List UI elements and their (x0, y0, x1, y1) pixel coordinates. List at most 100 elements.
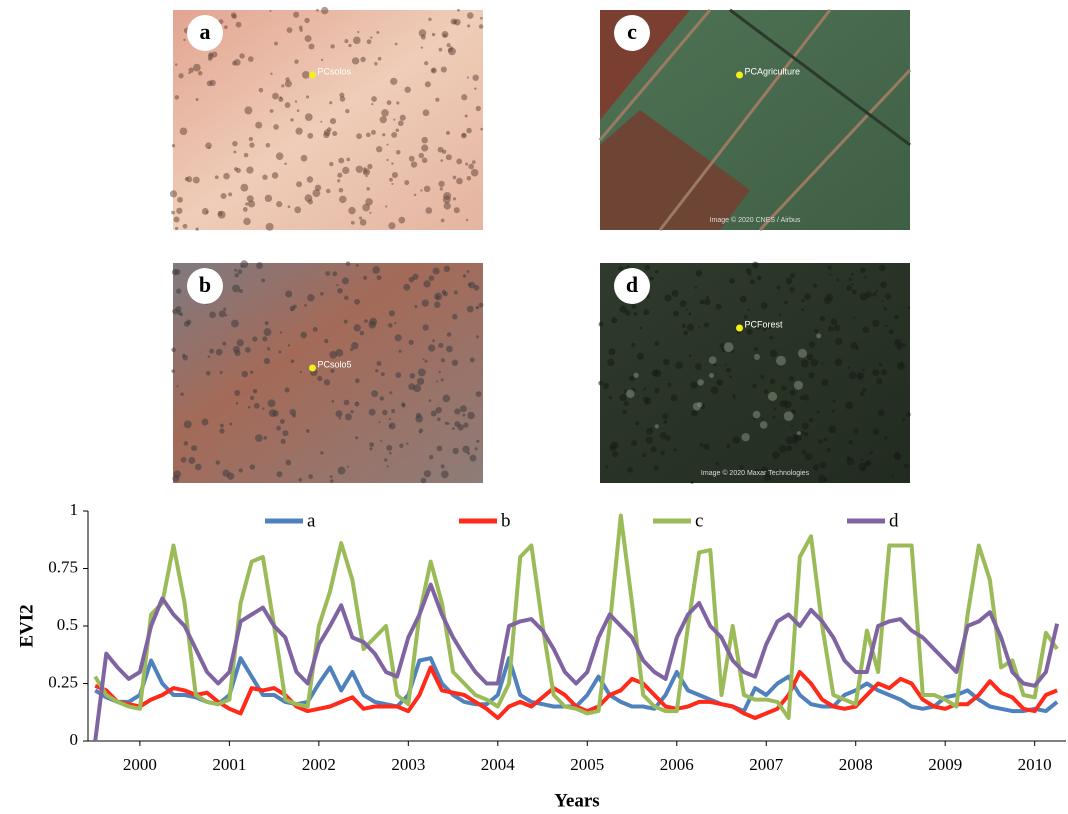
vegetation-speck (171, 211, 175, 215)
vegetation-speck (748, 273, 751, 276)
vegetation-speck (716, 379, 723, 386)
vegetation-speck (304, 304, 307, 307)
vegetation-speck (828, 425, 836, 433)
vegetation-speck (680, 300, 687, 307)
vegetation-speck (389, 178, 393, 182)
clearing (753, 411, 761, 419)
vegetation-speck (872, 320, 879, 327)
vegetation-speck (764, 389, 769, 394)
clearing (768, 392, 777, 401)
vegetation-speck (174, 269, 180, 275)
vegetation-speck (395, 334, 402, 341)
vegetation-speck (813, 283, 817, 287)
y-tick-label: 1 (70, 500, 79, 519)
vegetation-speck (422, 299, 429, 306)
vegetation-speck (700, 300, 705, 305)
vegetation-speck (270, 73, 272, 75)
vegetation-speck (848, 440, 852, 444)
vegetation-speck (185, 177, 189, 181)
vegetation-speck (440, 187, 443, 190)
vegetation-speck (431, 68, 437, 74)
vegetation-speck (400, 115, 406, 121)
vegetation-speck (290, 409, 296, 415)
vegetation-speck (188, 457, 195, 464)
vegetation-speck (732, 436, 739, 443)
vegetation-speck (704, 298, 711, 305)
vegetation-speck (627, 467, 633, 473)
vegetation-speck (729, 278, 735, 284)
vegetation-speck (879, 363, 883, 367)
vegetation-speck (326, 189, 331, 194)
vegetation-speck (386, 144, 388, 146)
vegetation-speck (446, 154, 452, 160)
vegetation-speck (671, 394, 678, 401)
vegetation-speck (285, 460, 291, 466)
vegetation-speck (208, 52, 213, 57)
vegetation-speck (476, 306, 480, 310)
vegetation-speck (218, 211, 226, 219)
vegetation-speck (820, 462, 826, 468)
vegetation-speck (902, 418, 905, 421)
vegetation-speck (608, 348, 615, 355)
vegetation-speck (181, 457, 187, 463)
vegetation-speck (278, 350, 281, 353)
vegetation-speck (346, 158, 350, 162)
vegetation-speck (338, 158, 344, 164)
vegetation-speck (642, 453, 646, 457)
clearing (742, 433, 750, 441)
vegetation-speck (296, 181, 302, 187)
vegetation-speck (860, 267, 866, 273)
vegetation-speck (232, 141, 237, 146)
vegetation-speck (216, 349, 223, 356)
vegetation-speck (715, 462, 719, 466)
vegetation-speck (320, 121, 322, 123)
x-tick-label: 2000 (123, 755, 157, 774)
vegetation-speck (389, 310, 395, 316)
vegetation-speck (415, 415, 423, 423)
vegetation-speck (172, 144, 175, 147)
vegetation-speck (438, 343, 443, 348)
vegetation-speck (443, 292, 448, 297)
vegetation-speck (873, 429, 879, 435)
vegetation-speck (307, 294, 314, 301)
vegetation-speck (336, 284, 338, 286)
vegetation-speck (479, 24, 483, 28)
vegetation-speck (386, 445, 392, 451)
vegetation-speck (420, 189, 422, 191)
vegetation-speck (475, 447, 478, 450)
vegetation-speck (789, 376, 794, 381)
vegetation-speck (248, 56, 254, 62)
vegetation-speck (250, 396, 254, 400)
vegetation-speck (241, 265, 243, 267)
vegetation-speck (809, 372, 815, 378)
satellite-image: dPCForestImage © 2020 Maxar Technologies (598, 262, 910, 484)
vegetation-speck (394, 322, 396, 324)
vegetation-speck (262, 407, 264, 409)
vegetation-speck (264, 328, 272, 336)
vegetation-speck (463, 422, 468, 427)
vegetation-speck (448, 48, 453, 53)
vegetation-speck (889, 329, 894, 334)
vegetation-speck (770, 350, 777, 357)
vegetation-speck (234, 390, 240, 396)
vegetation-speck (281, 84, 284, 87)
vegetation-speck (391, 409, 395, 413)
vegetation-speck (245, 347, 251, 353)
vegetation-speck (298, 478, 302, 482)
vegetation-speck (631, 440, 637, 446)
vegetation-speck (432, 33, 435, 36)
vegetation-speck (174, 217, 180, 223)
vegetation-speck (172, 475, 179, 482)
vegetation-speck (222, 342, 226, 346)
clearing (784, 411, 794, 421)
vegetation-speck (458, 424, 464, 430)
legend-label: b (501, 510, 511, 531)
vegetation-speck (381, 372, 385, 376)
vegetation-speck (845, 401, 853, 409)
vegetation-speck (279, 96, 282, 99)
vegetation-speck (438, 181, 444, 187)
vegetation-speck (281, 439, 286, 444)
vegetation-speck (182, 355, 188, 361)
vegetation-speck (757, 276, 762, 281)
vegetation-speck (237, 339, 244, 346)
